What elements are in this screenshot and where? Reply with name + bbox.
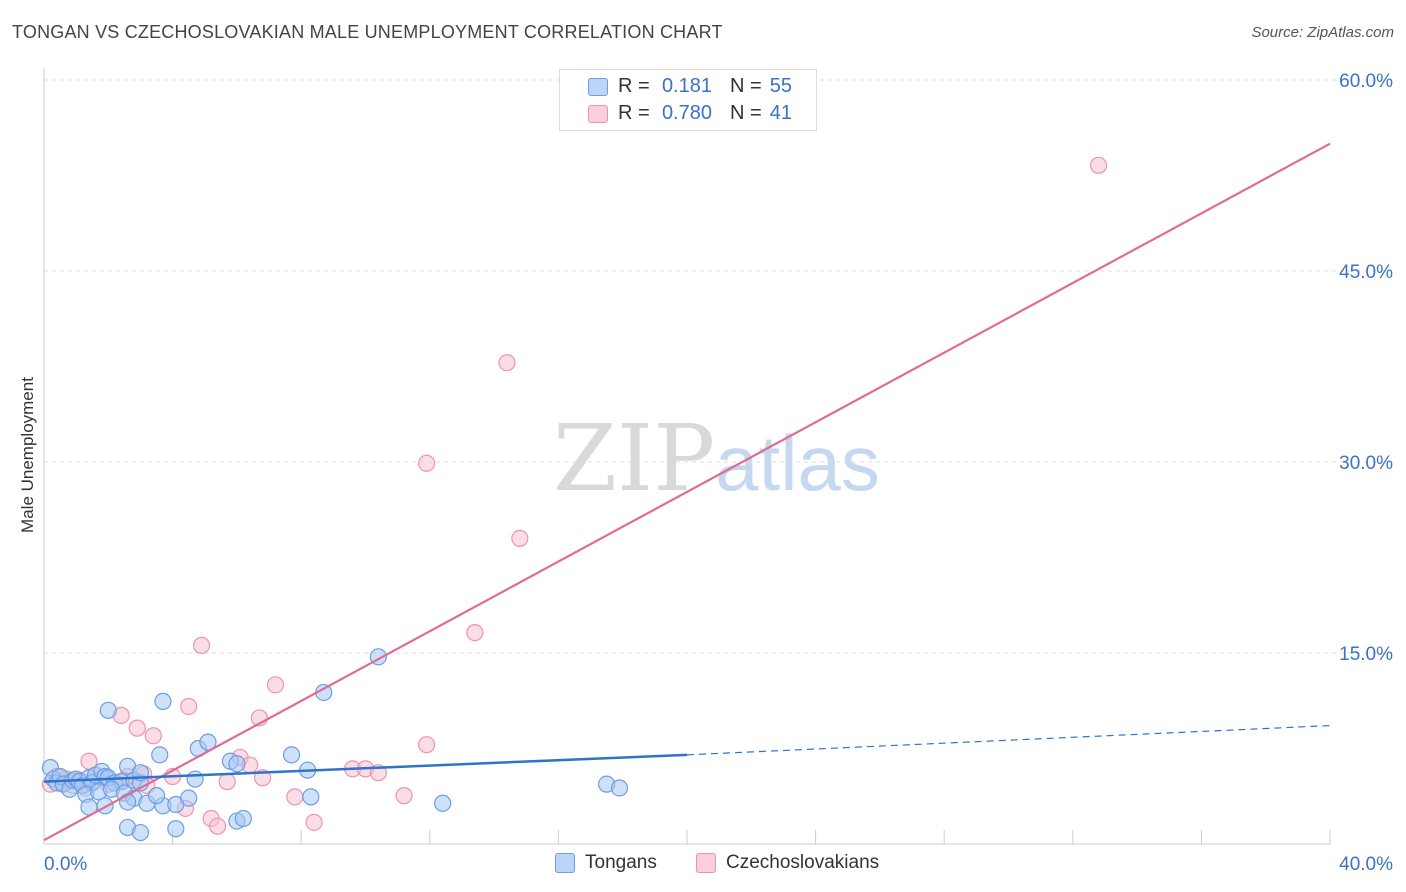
tongans-legend-icon: [555, 853, 575, 873]
tongan-point: [180, 789, 198, 807]
czech-point: [498, 354, 516, 372]
legend-n-value: 55: [769, 75, 792, 97]
tongan-point: [234, 809, 252, 828]
czech-legend-icon: [696, 853, 716, 873]
y-tick-label: 60.0%: [1339, 71, 1393, 92]
tongan-trendline: [43, 753, 688, 783]
czech-point: [417, 736, 436, 754]
bottom-legend-label: Czechoslovakians: [726, 852, 880, 873]
czech-point: [511, 529, 529, 548]
y-tick-label: 15.0%: [1339, 644, 1393, 665]
tongan-point: [147, 787, 166, 805]
czech-point: [305, 813, 323, 831]
tongan-point: [282, 746, 301, 764]
legend-row-czechoslovakians: R = 0.780 N = 41: [560, 101, 816, 127]
axis-layer: [43, 68, 1330, 845]
legend-r-label: R =: [618, 75, 650, 97]
czech-point: [192, 636, 211, 654]
bottom-legend-label: Tongans: [585, 852, 657, 873]
czech-point: [286, 788, 304, 806]
point-layer: [41, 156, 1108, 842]
legend-r-value: 0.181: [661, 75, 712, 97]
chart-title: TONGAN VS CZECHOSLOVAKIAN MALE UNEMPLOYM…: [12, 22, 723, 42]
legend-n-label: N =: [730, 102, 762, 124]
tongan-point: [610, 779, 629, 797]
legend-r-value: 0.780: [661, 102, 712, 124]
watermark-zip: ZIP: [553, 405, 716, 512]
tongans-swatch-icon: [588, 78, 608, 96]
y-axis-label: Male Unemployment: [18, 377, 37, 533]
czech-swatch-icon: [588, 105, 608, 123]
y-tick-label: 30.0%: [1339, 453, 1393, 474]
trend-layer: [43, 142, 1331, 842]
czech-point: [395, 787, 413, 805]
tongan-point: [118, 793, 137, 811]
legend-row-tongans: R = 0.181 N = 55: [560, 74, 816, 100]
czech-trendline: [43, 142, 1331, 842]
tick-layer: 15.0% 30.0% 45.0% 60.0% 0.0% 40.0%: [44, 71, 1393, 875]
tongan-point: [99, 701, 117, 719]
czech-point: [144, 727, 162, 745]
tongan-point: [131, 823, 150, 842]
czech-point: [180, 697, 198, 716]
czech-point: [218, 773, 236, 791]
czech-point: [266, 676, 285, 694]
czech-point: [417, 454, 436, 472]
tongan-point: [186, 770, 204, 788]
x-tick-label: 0.0%: [44, 854, 87, 875]
tongan-point: [228, 755, 246, 773]
x-tick-label: 40.0%: [1339, 854, 1393, 875]
tongan-point: [96, 797, 114, 815]
tongan-trendline-extension: [686, 724, 1331, 756]
czech-point: [209, 817, 227, 835]
watermark: ZIPatlas: [553, 405, 880, 512]
legend-n-label: N =: [730, 75, 762, 97]
source-credit: Source: ZipAtlas.com: [1251, 24, 1394, 41]
czech-point: [1089, 156, 1108, 174]
tongan-point: [302, 788, 320, 806]
y-tick-label: 45.0%: [1339, 262, 1393, 283]
correlation-legend: R = 0.181 N = 55 R = 0.780 N = 41: [559, 69, 817, 131]
legend-n-value: 41: [769, 102, 792, 124]
tongan-point: [434, 794, 452, 812]
czech-point: [128, 719, 146, 737]
tongan-point: [154, 692, 172, 710]
czech-point: [466, 624, 484, 642]
tongan-point: [167, 820, 185, 838]
legend-r-label: R =: [618, 102, 650, 124]
tongan-point: [151, 746, 169, 764]
